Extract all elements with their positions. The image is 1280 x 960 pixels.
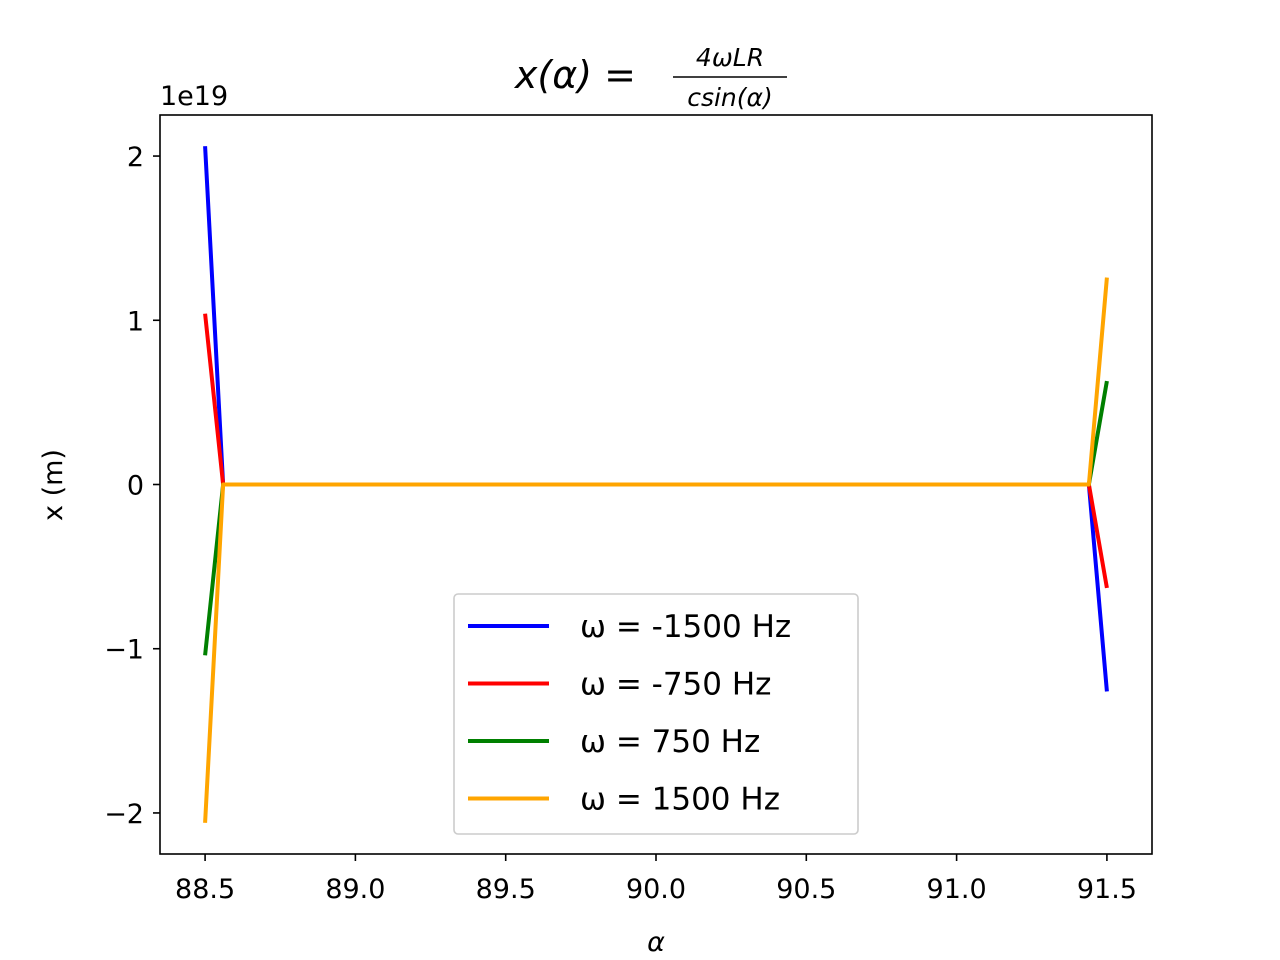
legend-box bbox=[453, 593, 859, 835]
y-offset-label: 1e19 bbox=[160, 81, 228, 112]
x-tick-label: 88.5 bbox=[175, 874, 235, 905]
x-axis: 88.5 89.0 89.5 90.0 90.5 91.0 91.5 bbox=[175, 854, 1137, 905]
legend: ω = -1500 Hz ω = -750 Hz ω = 750 Hz ω = 150… bbox=[453, 593, 859, 835]
legend-label-1: ω = -750 Hz bbox=[580, 667, 771, 703]
x-tick-label: 91.5 bbox=[1077, 874, 1137, 905]
y-axis-label: x (m) bbox=[38, 449, 69, 521]
y-tick-label: 0 bbox=[127, 471, 144, 502]
title-numerator: 4ωLR bbox=[696, 43, 764, 72]
x-tick-label: 89.0 bbox=[325, 874, 385, 905]
y-tick-label: 1 bbox=[127, 306, 144, 337]
legend-label-0: ω = -1500 Hz bbox=[580, 609, 791, 645]
y-tick-label: −2 bbox=[104, 799, 144, 830]
legend-label-3: ω = 1500 Hz bbox=[580, 782, 780, 818]
y-tick-label: 2 bbox=[127, 142, 144, 173]
title-lhs: x(α) = bbox=[514, 53, 636, 97]
chart-title: x(α) = 4ωLR csin(α) bbox=[514, 43, 787, 112]
title-denominator: csin(α) bbox=[687, 83, 773, 112]
x-axis-label: α bbox=[647, 927, 665, 958]
series-line-3 bbox=[203, 277, 1109, 823]
legend-label-2: ω = 750 Hz bbox=[580, 724, 760, 760]
x-tick-label: 90.0 bbox=[626, 874, 686, 905]
series-lines bbox=[203, 146, 1109, 823]
x-tick-label: 89.5 bbox=[476, 874, 536, 905]
x-tick-label: 90.5 bbox=[776, 874, 836, 905]
x-tick-label: 91.0 bbox=[927, 874, 987, 905]
y-axis: −2 −1 0 1 2 bbox=[104, 142, 160, 830]
y-tick-label: −1 bbox=[104, 635, 144, 666]
